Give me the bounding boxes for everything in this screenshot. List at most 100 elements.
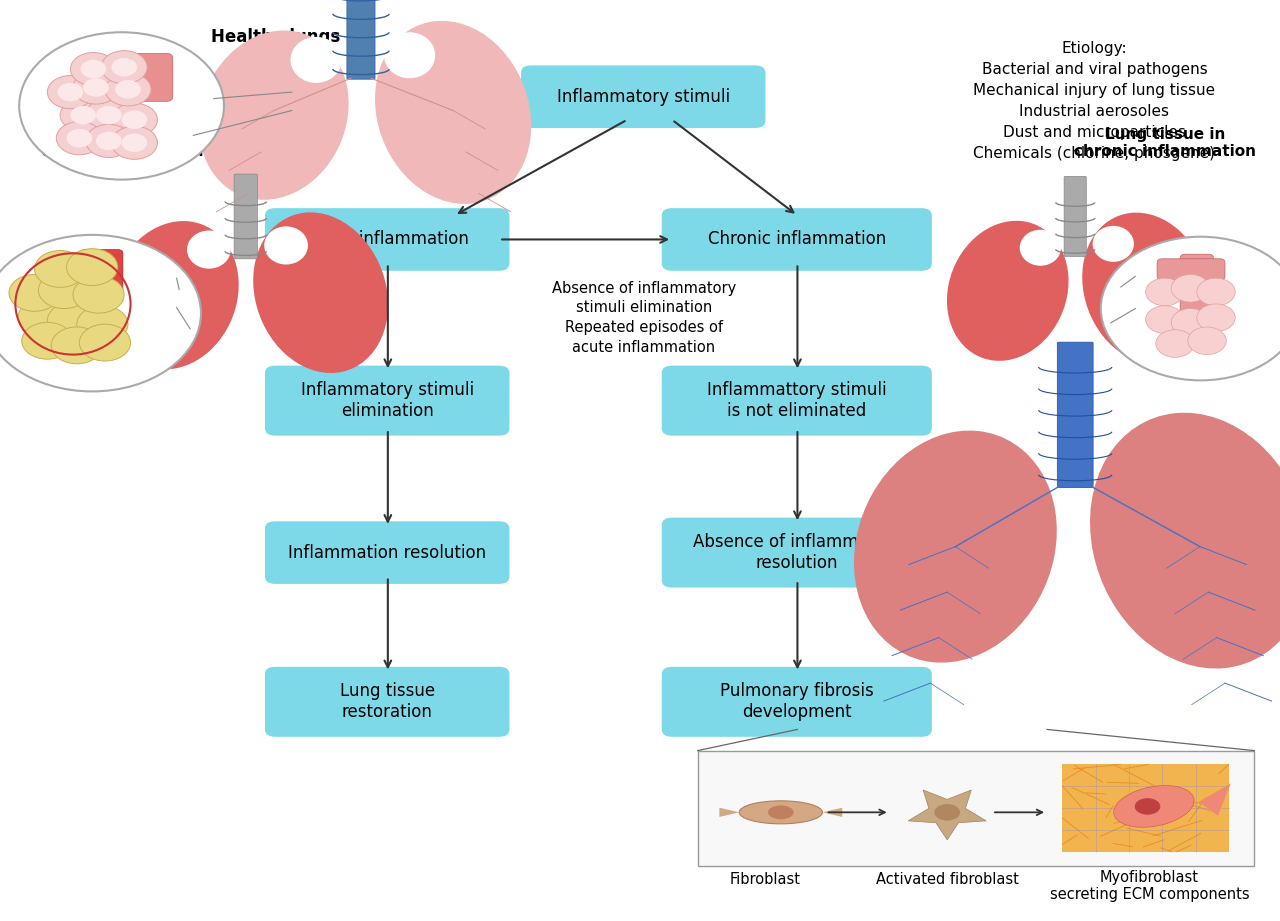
Circle shape <box>51 327 102 364</box>
Text: Absence of inflammation
resolution: Absence of inflammation resolution <box>692 533 901 572</box>
Circle shape <box>67 129 92 147</box>
Circle shape <box>1101 237 1280 380</box>
Ellipse shape <box>1020 229 1061 266</box>
Circle shape <box>19 32 224 180</box>
Ellipse shape <box>1091 413 1280 669</box>
Circle shape <box>77 306 128 343</box>
Ellipse shape <box>110 221 238 369</box>
Circle shape <box>56 122 102 155</box>
Ellipse shape <box>1135 799 1160 815</box>
Ellipse shape <box>768 805 794 820</box>
Circle shape <box>96 106 122 124</box>
Text: Lung tissue in
chronic inflammation: Lung tissue in chronic inflammation <box>1074 126 1256 159</box>
Circle shape <box>122 134 147 152</box>
FancyBboxPatch shape <box>234 174 257 259</box>
Circle shape <box>47 76 93 109</box>
FancyBboxPatch shape <box>265 208 509 271</box>
Ellipse shape <box>1114 786 1194 827</box>
Circle shape <box>22 322 73 359</box>
Text: Etiology:
Bacterial and viral pathogens
Mechanical injury of lung tissue
Industr: Etiology: Bacterial and viral pathogens … <box>973 41 1216 161</box>
Polygon shape <box>719 808 740 817</box>
Circle shape <box>111 126 157 159</box>
Circle shape <box>96 132 122 150</box>
Circle shape <box>70 52 116 86</box>
Circle shape <box>1146 278 1184 306</box>
Ellipse shape <box>264 227 308 264</box>
Ellipse shape <box>740 800 823 823</box>
Text: Activated fibroblast: Activated fibroblast <box>876 872 1019 887</box>
Circle shape <box>58 83 83 101</box>
Circle shape <box>73 71 119 104</box>
FancyBboxPatch shape <box>662 208 932 271</box>
Circle shape <box>70 106 96 124</box>
Circle shape <box>0 235 201 391</box>
Circle shape <box>1197 278 1235 306</box>
FancyBboxPatch shape <box>1064 177 1087 257</box>
Ellipse shape <box>934 804 960 821</box>
Text: Inflammatory stimuli: Inflammatory stimuli <box>557 87 730 106</box>
Text: Absence of inflammatory
stimuli elimination
Repeated episodes of
acute inflammat: Absence of inflammatory stimuli eliminat… <box>552 281 736 355</box>
Ellipse shape <box>384 32 435 78</box>
Text: Fibroblast: Fibroblast <box>730 872 801 887</box>
Circle shape <box>9 274 60 311</box>
Ellipse shape <box>200 30 348 200</box>
Ellipse shape <box>291 37 342 83</box>
FancyBboxPatch shape <box>128 53 173 101</box>
Circle shape <box>1188 327 1226 355</box>
Polygon shape <box>823 808 842 817</box>
Text: Inflammattory stimuli
is not eliminated: Inflammattory stimuli is not eliminated <box>707 381 887 420</box>
FancyBboxPatch shape <box>347 0 375 79</box>
Circle shape <box>122 111 147 129</box>
Text: Lung tissue in
acute inflammation: Lung tissue in acute inflammation <box>42 126 209 159</box>
Circle shape <box>105 73 151 106</box>
FancyBboxPatch shape <box>521 65 765 128</box>
Circle shape <box>1197 304 1235 332</box>
FancyBboxPatch shape <box>662 518 932 588</box>
Ellipse shape <box>947 221 1069 361</box>
Circle shape <box>79 324 131 361</box>
Circle shape <box>47 302 99 339</box>
Circle shape <box>101 51 147 84</box>
Circle shape <box>1156 330 1194 357</box>
FancyBboxPatch shape <box>1057 342 1093 488</box>
Circle shape <box>1171 274 1210 302</box>
Circle shape <box>86 124 132 157</box>
Circle shape <box>18 299 69 336</box>
Ellipse shape <box>1082 213 1210 365</box>
FancyBboxPatch shape <box>265 667 509 737</box>
FancyBboxPatch shape <box>662 366 932 436</box>
Circle shape <box>38 272 90 309</box>
Ellipse shape <box>253 213 388 373</box>
Circle shape <box>60 99 106 132</box>
Text: Lung tissue
restoration: Lung tissue restoration <box>339 682 435 721</box>
FancyBboxPatch shape <box>1062 764 1229 852</box>
Text: Inflammation resolution: Inflammation resolution <box>288 543 486 562</box>
Circle shape <box>1146 306 1184 333</box>
Text: Chronic inflammation: Chronic inflammation <box>708 230 886 249</box>
Text: Inflammatory stimuli
elimination: Inflammatory stimuli elimination <box>301 381 474 420</box>
Circle shape <box>1171 309 1210 336</box>
Polygon shape <box>1199 784 1231 816</box>
Ellipse shape <box>187 230 230 269</box>
Circle shape <box>83 78 109 97</box>
FancyBboxPatch shape <box>1180 254 1213 317</box>
Ellipse shape <box>375 21 531 204</box>
Ellipse shape <box>854 431 1057 662</box>
FancyBboxPatch shape <box>265 366 509 436</box>
Circle shape <box>81 60 106 78</box>
FancyBboxPatch shape <box>265 521 509 584</box>
Circle shape <box>111 58 137 76</box>
Ellipse shape <box>1093 226 1134 262</box>
Circle shape <box>73 276 124 313</box>
Text: Pulmonary fibrosis
development: Pulmonary fibrosis development <box>719 682 874 721</box>
Text: Acute inflammation: Acute inflammation <box>306 230 468 249</box>
Circle shape <box>111 103 157 136</box>
Circle shape <box>67 249 118 286</box>
FancyBboxPatch shape <box>1157 259 1225 280</box>
Circle shape <box>86 99 132 132</box>
Text: Healthy lungs: Healthy lungs <box>211 28 339 46</box>
Circle shape <box>35 251 86 287</box>
Circle shape <box>115 80 141 99</box>
FancyBboxPatch shape <box>81 250 123 303</box>
FancyBboxPatch shape <box>662 667 932 737</box>
